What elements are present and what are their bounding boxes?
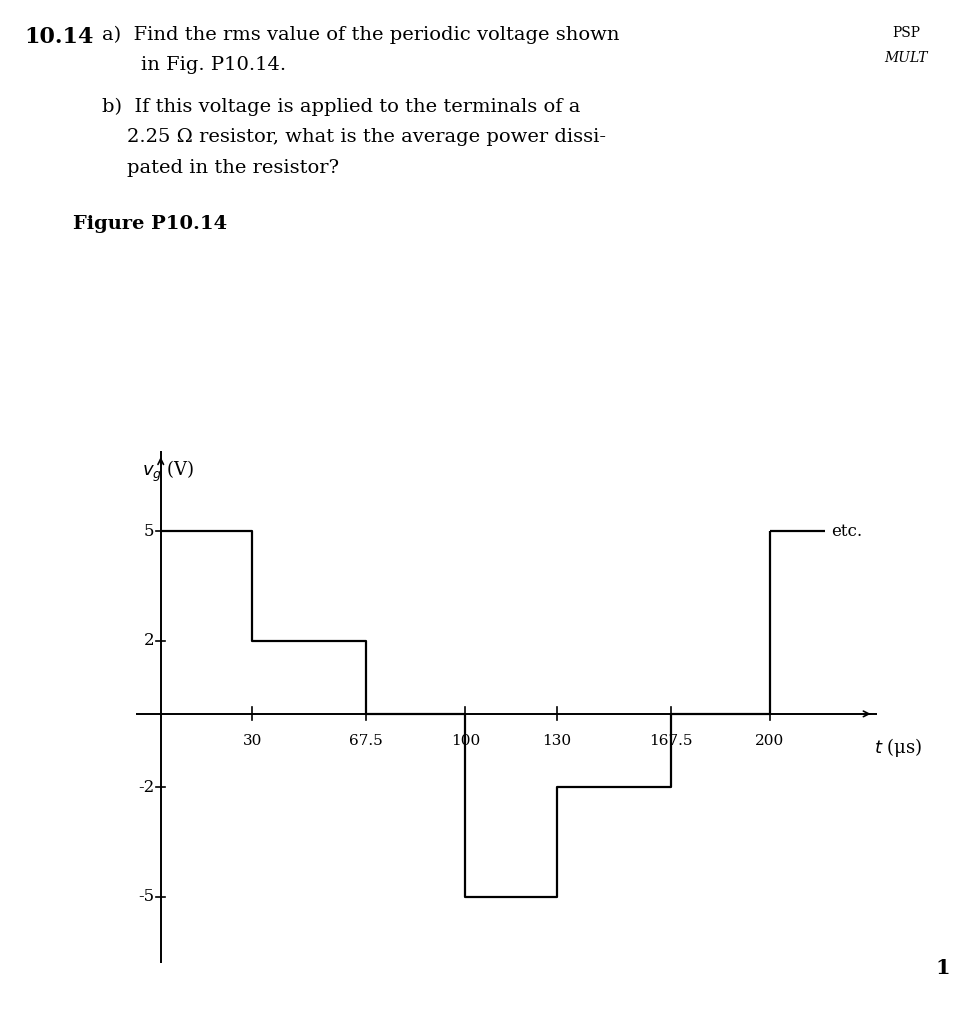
Text: MULT: MULT: [884, 51, 927, 66]
Text: 130: 130: [543, 734, 572, 748]
Text: 10.14: 10.14: [24, 26, 94, 47]
Text: -2: -2: [138, 778, 154, 796]
Text: Figure P10.14: Figure P10.14: [73, 215, 227, 233]
Text: pated in the resistor?: pated in the resistor?: [127, 159, 339, 177]
Text: 200: 200: [756, 734, 785, 748]
Text: 2: 2: [144, 632, 154, 649]
Text: $t$ (μs): $t$ (μs): [874, 736, 922, 759]
Text: etc.: etc.: [831, 522, 862, 540]
Text: PSP: PSP: [892, 26, 919, 40]
Text: 100: 100: [451, 734, 480, 748]
Text: 167.5: 167.5: [650, 734, 693, 748]
Text: 5: 5: [144, 522, 154, 540]
Text: a)  Find the rms value of the periodic voltage shown: a) Find the rms value of the periodic vo…: [102, 26, 619, 44]
Text: 2.25 Ω resistor, what is the average power dissi-: 2.25 Ω resistor, what is the average pow…: [127, 128, 606, 146]
Text: 30: 30: [243, 734, 262, 748]
Text: -5: -5: [138, 888, 154, 905]
Text: b)  If this voltage is applied to the terminals of a: b) If this voltage is applied to the ter…: [102, 97, 581, 116]
Text: 67.5: 67.5: [350, 734, 383, 748]
Text: 1: 1: [935, 957, 950, 978]
Text: in Fig. P10.14.: in Fig. P10.14.: [141, 56, 286, 75]
Text: $v_g$ (V): $v_g$ (V): [142, 459, 195, 483]
